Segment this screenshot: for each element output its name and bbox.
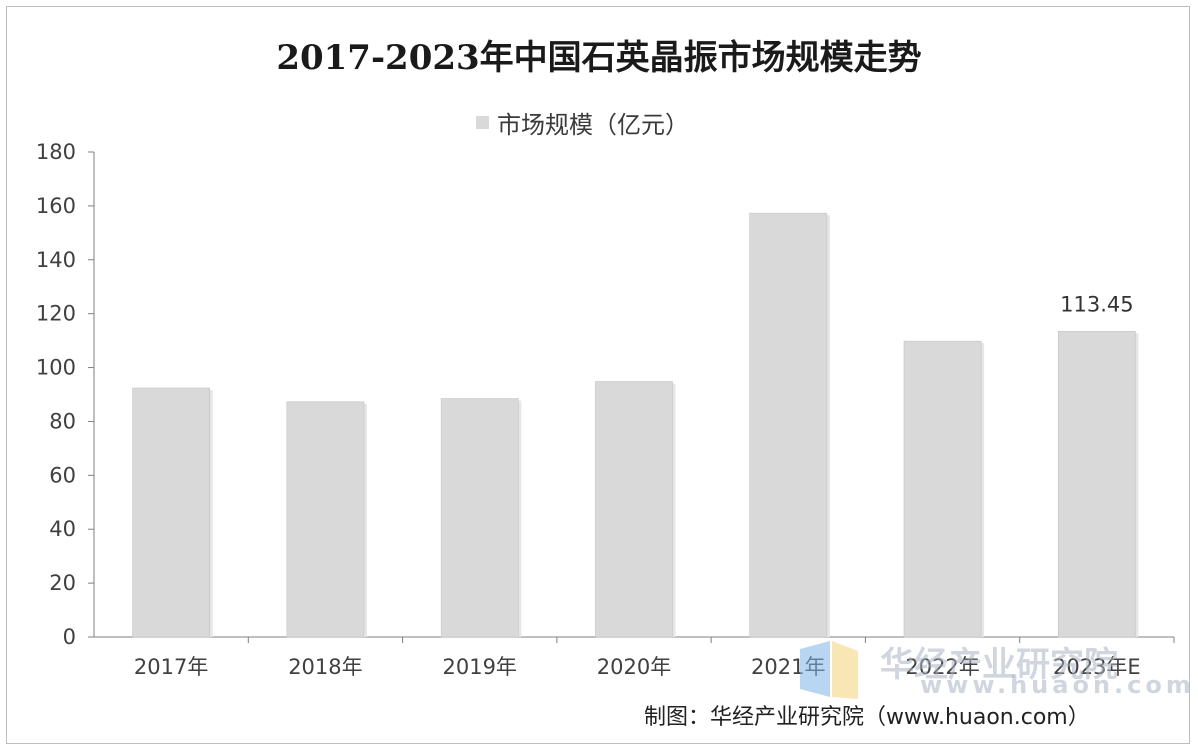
x-tick-label: 2021年 [751,655,825,679]
bar [595,381,673,638]
data-label: 113.45 [1060,292,1133,316]
bar [440,398,519,638]
y-tick-label: 0 [63,625,76,649]
legend-label: 市场规模（亿元） [497,111,689,139]
x-tick-label: 2017年 [134,655,208,679]
y-tick-label: 40 [49,517,76,541]
y-tick-label: 140 [36,248,76,272]
x-tick-label: 2019年 [442,655,516,679]
y-tick-label: 60 [49,463,76,487]
bar [286,401,365,638]
y-tick-label: 20 [49,571,76,595]
bar [903,340,982,638]
bar [749,212,828,638]
y-tick-label: 160 [36,194,76,218]
legend-swatch [476,116,489,129]
y-tick-label: 80 [49,409,76,433]
x-tick-label: 2023年E [1053,655,1141,679]
x-tick-label: 2018年 [288,655,362,679]
x-tick-label: 2022年 [905,655,979,679]
bar [1057,331,1136,638]
y-tick-label: 100 [36,356,76,380]
chart-title: 2017-2023年中国石英晶振市场规模走势 [276,38,922,78]
source-note: 制图：华经产业研究院（www.huaon.com） [644,705,1090,730]
y-tick-label: 120 [36,302,76,326]
legend: 市场规模（亿元） [476,105,689,140]
bar [132,387,211,638]
x-tick-label: 2020年 [597,655,671,679]
y-tick-label: 180 [36,140,76,164]
